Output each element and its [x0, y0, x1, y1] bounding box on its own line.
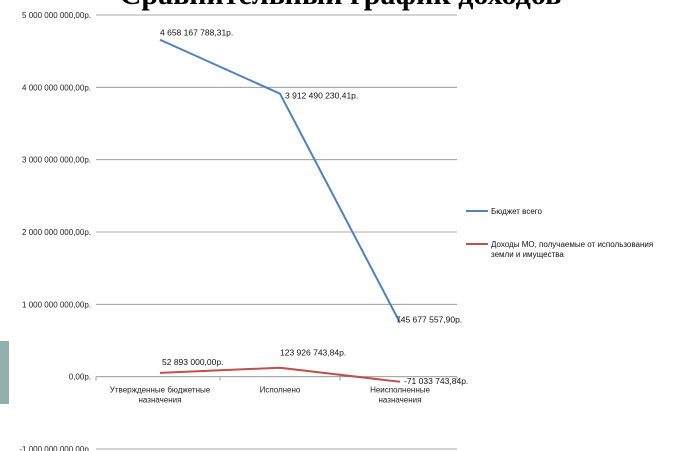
series-lines: [159, 38, 401, 383]
legend: Бюджет всего Доходы МО, получаемые от исп…: [466, 207, 653, 259]
y-tick-label: 5 000 000 000,00р.: [22, 11, 91, 20]
data-labels: 4 658 167 788,31р. 3 912 490 230,41р. 745 …: [160, 28, 468, 386]
legend-label: Доходы МО, получаемые от использования зе…: [491, 240, 653, 259]
y-tick-label: 1 000 000 000,00р.: [22, 300, 91, 309]
axes: 5 000 000 000,00р. 4 000 000 000,00р. 3 00…: [19, 11, 458, 451]
legend-label: Бюджет всего: [491, 207, 543, 216]
chart-title: Сравнительный график доходов: [0, 0, 681, 12]
x-tick-label: Исполнено: [260, 386, 301, 395]
y-tick-label: 2 000 000 000,00р.: [22, 228, 91, 237]
data-label: 4 658 167 788,31р.: [160, 28, 233, 38]
gridlines: [96, 14, 457, 450]
y-tick-label: 3 000 000 000,00р.: [22, 156, 91, 165]
data-label: 123 926 743,84р.: [280, 348, 346, 358]
series-line: [159, 38, 401, 324]
data-label: 52 893 000,00р.: [162, 357, 223, 367]
data-label: 3 912 490 230,41р.: [285, 91, 358, 101]
y-tick-label: 0,00р.: [69, 373, 91, 382]
data-label: 745 677 557,90р.: [396, 315, 462, 325]
x-tick-label: Утвержденные бюджетные назначения: [110, 386, 211, 405]
series-line: [159, 366, 401, 383]
y-tick-label: 4 000 000 000,00р.: [22, 83, 91, 92]
y-tick-label: -1 000 000 000,00р.: [19, 445, 91, 451]
x-tick-label: Неисполненные назначения: [370, 386, 430, 405]
data-label: -71 033 743,84р.: [404, 376, 468, 386]
slide-edge-decoration: [0, 341, 9, 404]
